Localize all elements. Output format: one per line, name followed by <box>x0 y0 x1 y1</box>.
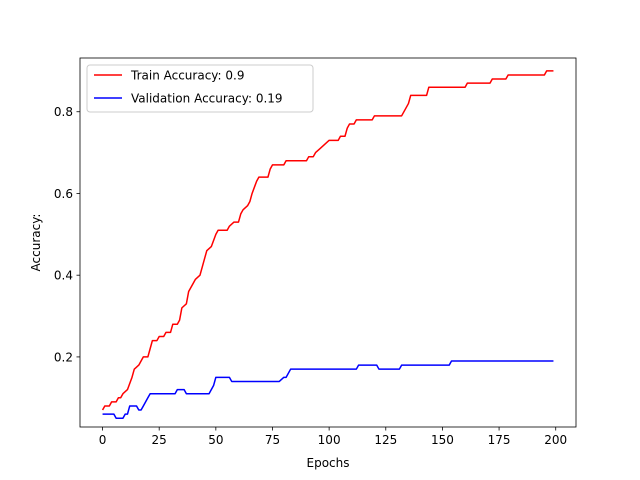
series-line-train <box>101 70 554 411</box>
y-axis-label: Accuracy: <box>29 214 43 272</box>
y-tick-label: 0.2 <box>54 350 73 364</box>
series-line-validation <box>102 360 554 419</box>
x-tick-label: 0 <box>99 433 107 447</box>
x-axis-label: Epochs <box>307 456 350 470</box>
series-lines <box>101 70 554 419</box>
x-axis-ticks: 0 25 50 75 100 125 150 175 200 <box>99 427 567 447</box>
y-axis-ticks: 0.2 0.4 0.6 0.8 <box>54 105 80 364</box>
x-tick-label: 175 <box>488 433 511 447</box>
legend-label-train: Train Accuracy: 0.9 <box>130 69 244 83</box>
x-tick-label: 75 <box>265 433 280 447</box>
x-tick-label: 125 <box>374 433 397 447</box>
x-tick-label: 50 <box>208 433 223 447</box>
legend: Train Accuracy: 0.9 Validation Accuracy:… <box>86 64 314 113</box>
plot-frame <box>79 57 577 428</box>
y-tick-label: 0.4 <box>54 269 73 283</box>
x-tick-label: 200 <box>544 433 567 447</box>
x-tick-label: 25 <box>152 433 167 447</box>
x-tick-label: 150 <box>431 433 454 447</box>
x-tick-label: 100 <box>318 433 341 447</box>
legend-label-validation: Validation Accuracy: 0.19 <box>131 92 283 106</box>
y-tick-label: 0.6 <box>54 187 73 201</box>
y-tick-label: 0.8 <box>54 105 73 119</box>
legend-box <box>86 64 314 113</box>
